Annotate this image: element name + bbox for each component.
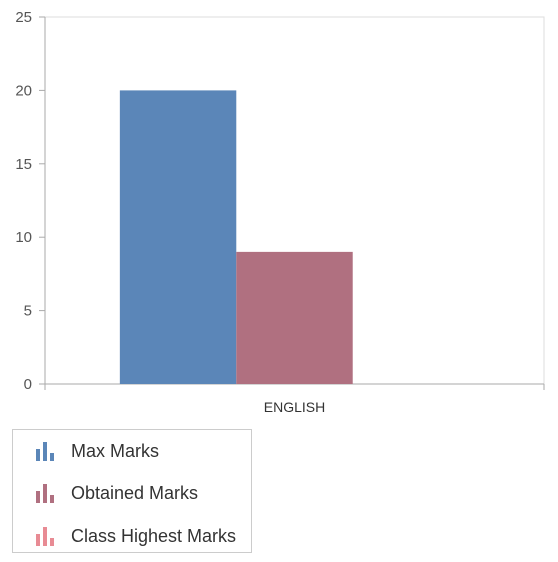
legend-swatch-bar xyxy=(36,534,40,546)
bar-chart-icon xyxy=(35,526,57,546)
legend-swatch-bar xyxy=(43,442,47,461)
bar-chart-icon xyxy=(35,483,57,503)
y-axis: 0 5 10 15 20 25 xyxy=(15,9,46,393)
legend-label: Obtained Marks xyxy=(71,482,199,503)
x-axis: ENGLISH xyxy=(44,383,545,415)
x-tick-label: ENGLISH xyxy=(264,399,325,415)
legend-label: Max Marks xyxy=(71,440,160,461)
bar-chart: 0 5 10 15 20 25 ENGLISH xyxy=(15,9,545,415)
y-tick-label: 20 xyxy=(15,82,32,99)
legend-swatch-bar xyxy=(43,484,47,503)
y-tick-label: 15 xyxy=(15,156,32,173)
legend-swatch-bar xyxy=(43,527,47,546)
y-tick-label: 0 xyxy=(24,376,32,393)
chart-legend: Max Marks Obtained Marks Class Highest M… xyxy=(12,429,252,553)
legend-swatch-bar xyxy=(36,491,40,503)
legend-item-class-highest-marks[interactable]: Class Highest Marks xyxy=(35,524,236,548)
legend-label: Class Highest Marks xyxy=(71,525,237,546)
legend-item-max-marks[interactable]: Max Marks xyxy=(35,439,159,463)
legend-swatch-bar xyxy=(50,538,54,546)
y-tick-label: 10 xyxy=(15,229,32,246)
bar-series xyxy=(119,90,353,385)
bar-chart-icon xyxy=(35,441,57,461)
legend-swatch-bar xyxy=(50,495,54,503)
y-tick-label: 5 xyxy=(24,303,32,320)
y-tick-label: 25 xyxy=(15,9,32,26)
legend-swatch-bar xyxy=(50,453,54,461)
bar-max-marks xyxy=(119,90,237,385)
legend-swatch-bar xyxy=(36,449,40,461)
bar-obtained-marks xyxy=(236,251,353,384)
legend-item-obtained-marks[interactable]: Obtained Marks xyxy=(35,481,198,505)
